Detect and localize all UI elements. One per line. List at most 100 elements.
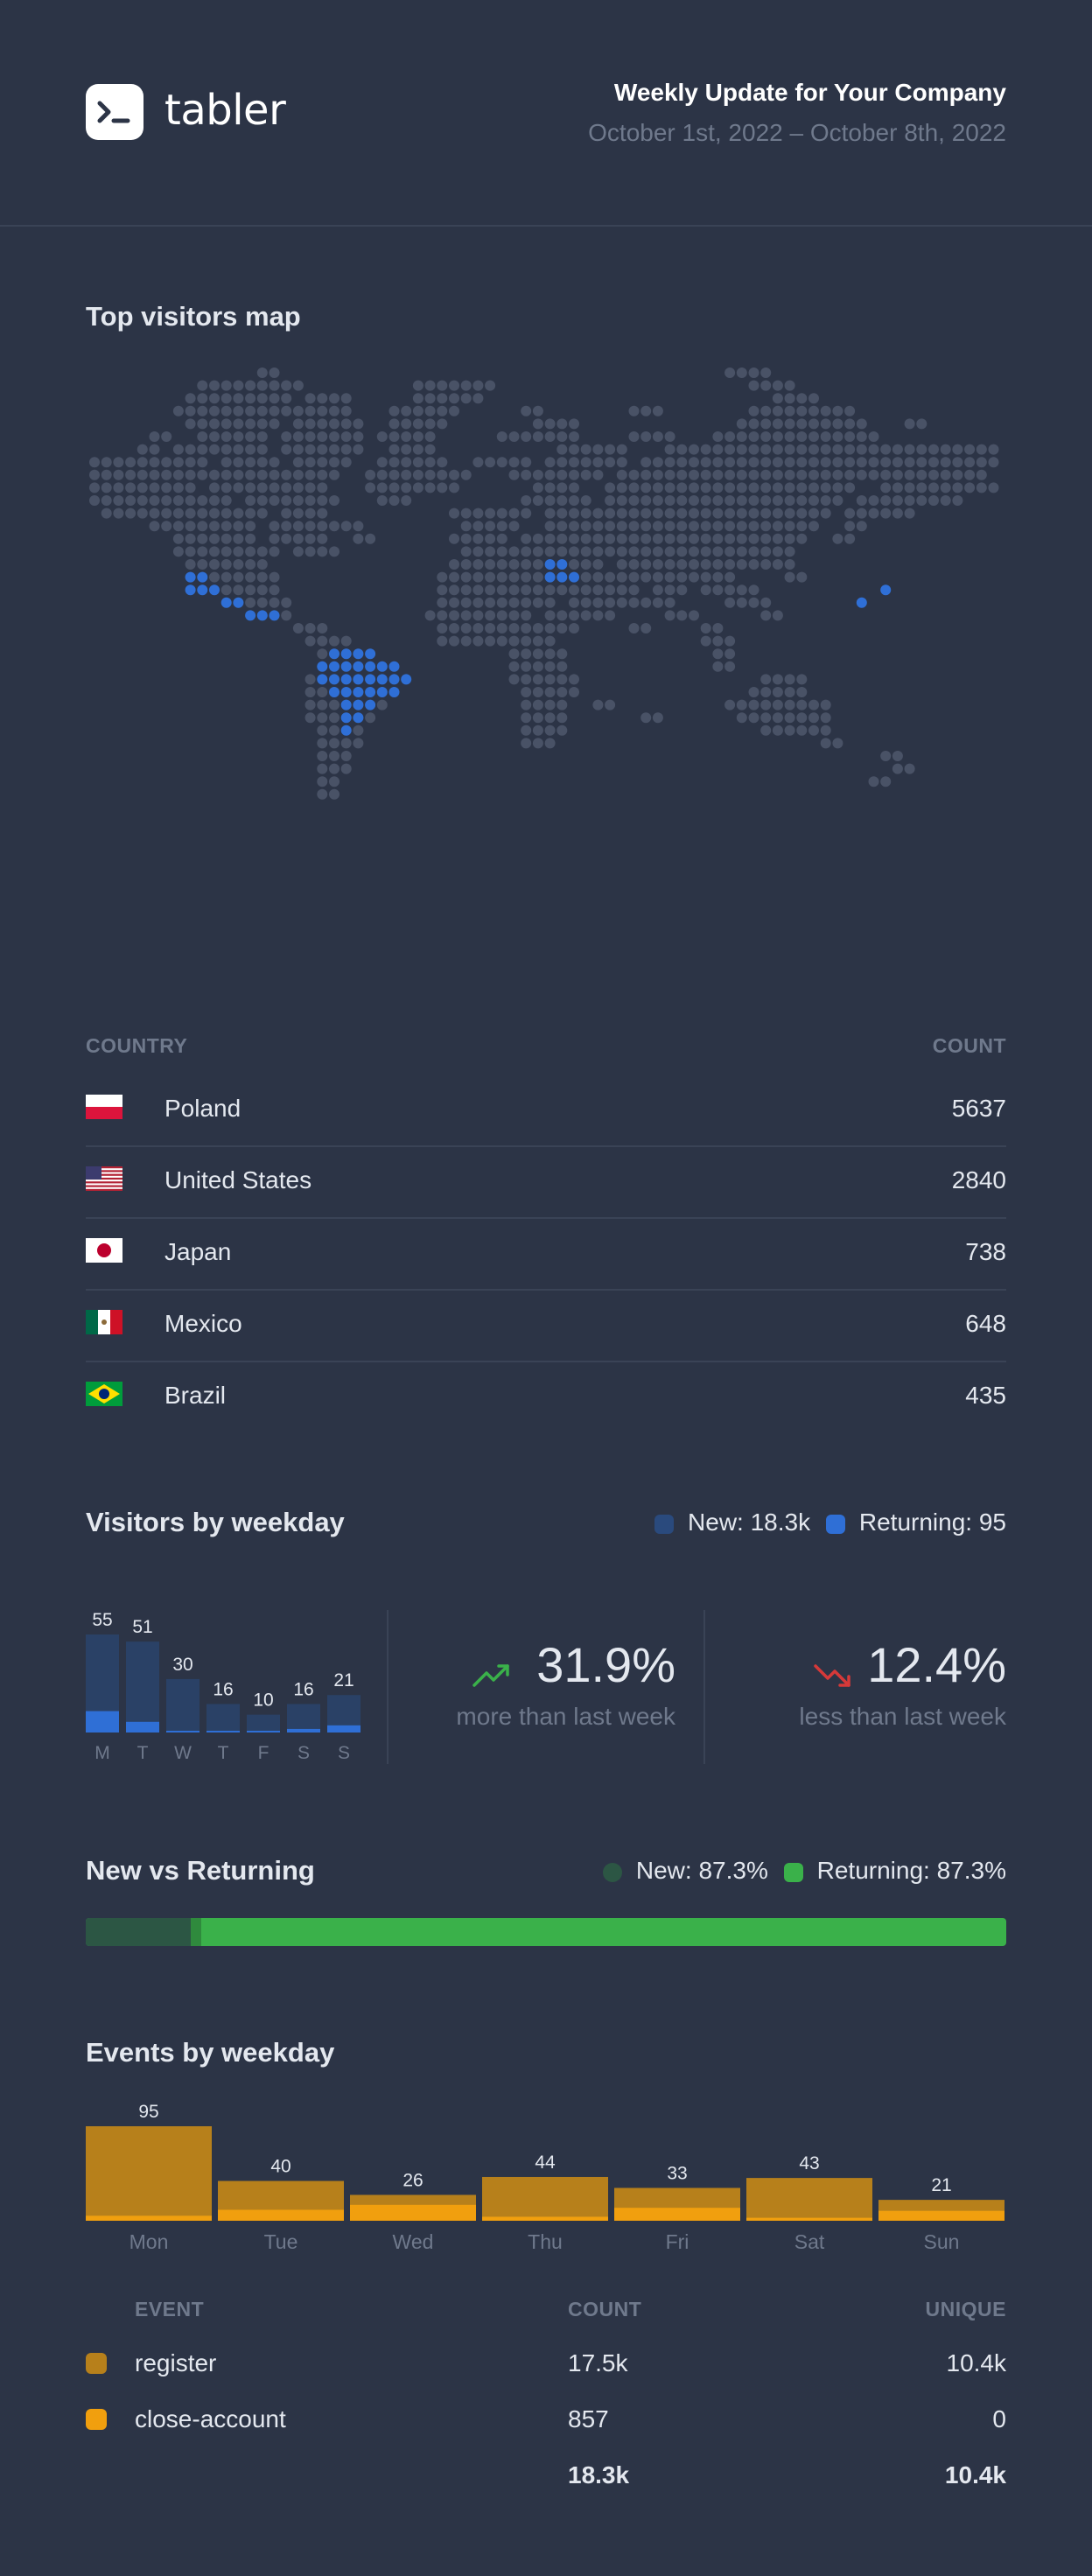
- map-dot: [532, 431, 543, 442]
- map-dot: [772, 469, 783, 480]
- map-dot: [569, 482, 579, 494]
- events-bar-register: [86, 2126, 212, 2221]
- map-dot: [496, 584, 508, 596]
- map-dot: [460, 533, 472, 544]
- visitors-bar-returning: [86, 1711, 119, 1732]
- map-dot: [748, 457, 760, 468]
- map-dot: [521, 431, 532, 442]
- events-bar-value-label: 33: [667, 2163, 687, 2183]
- map-dot: [233, 444, 244, 455]
- map-dot: [269, 418, 280, 430]
- map-dot-highlight: [245, 610, 256, 621]
- map-dot-highlight: [353, 648, 364, 660]
- map-dot: [796, 431, 808, 442]
- map-dot-highlight: [340, 648, 352, 660]
- map-dot: [652, 559, 663, 570]
- map-dot: [844, 508, 856, 519]
- map-dot: [521, 712, 532, 724]
- map-dot: [689, 571, 699, 583]
- map-dot: [605, 482, 616, 494]
- map-dot: [556, 699, 568, 710]
- map-dot: [556, 623, 568, 634]
- map-dot: [796, 724, 808, 736]
- map-dot: [424, 482, 436, 494]
- map-dot: [521, 546, 532, 557]
- map-dot: [605, 597, 616, 608]
- map-dot: [868, 431, 879, 442]
- events-bar-value-label: 44: [535, 2152, 556, 2173]
- map-dot: [556, 431, 568, 442]
- map-dot: [532, 405, 543, 416]
- map-dot: [269, 546, 280, 557]
- event-unique: 0: [992, 2405, 1006, 2432]
- map-dot: [220, 584, 232, 596]
- map-dot: [281, 495, 292, 506]
- map-dot: [760, 444, 772, 455]
- map-dot: [485, 457, 496, 468]
- map-dot: [748, 712, 760, 724]
- map-dot: [796, 495, 808, 506]
- map-dot: [605, 444, 616, 455]
- events-tick-label: Thu: [528, 2230, 563, 2253]
- map-dot: [592, 584, 604, 596]
- map-dot: [748, 431, 760, 442]
- map-dot: [976, 457, 987, 468]
- map-dot: [353, 533, 364, 544]
- map-dot: [317, 508, 328, 519]
- map-dot: [353, 431, 364, 442]
- map-dot: [556, 661, 568, 672]
- map-dot: [340, 405, 352, 416]
- map-dot: [796, 393, 808, 404]
- map-dot: [689, 610, 699, 621]
- map-dot: [521, 623, 532, 634]
- map-dot: [485, 380, 496, 391]
- map-dot: [628, 533, 640, 544]
- map-dot: [233, 380, 244, 391]
- map-dot: [784, 418, 795, 430]
- map-dot: [784, 546, 795, 557]
- map-dot: [353, 738, 364, 749]
- map-dot: [317, 444, 328, 455]
- map-dot: [760, 508, 772, 519]
- map-dot: [880, 776, 892, 788]
- map-dot: [712, 635, 724, 647]
- map-dot: [748, 584, 760, 596]
- map-dot: [832, 418, 844, 430]
- map-dot: [401, 495, 412, 506]
- report-title: Weekly Update for Your Company: [613, 79, 1006, 106]
- map-dot: [317, 482, 328, 494]
- logo-text: tabler: [164, 86, 286, 135]
- map-dot-highlight: [209, 584, 220, 596]
- map-dot: [592, 699, 604, 710]
- map-dot: [460, 610, 472, 621]
- map-dot: [940, 444, 951, 455]
- map-dot: [521, 495, 532, 506]
- map-dot: [449, 610, 459, 621]
- map-dot: [772, 457, 783, 468]
- map-dot: [544, 712, 556, 724]
- map-dot: [916, 457, 928, 468]
- map-dot: [916, 469, 928, 480]
- map-dot: [605, 546, 616, 557]
- map-dot: [401, 405, 412, 416]
- map-dot: [460, 521, 472, 532]
- map-dot: [544, 431, 556, 442]
- map-dot: [868, 508, 879, 519]
- map-dot: [628, 546, 640, 557]
- map-dot: [245, 431, 256, 442]
- map-dot: [724, 533, 736, 544]
- map-dot: [808, 405, 819, 416]
- map-dot-highlight: [353, 674, 364, 685]
- map-dot: [532, 699, 543, 710]
- map-dot: [832, 444, 844, 455]
- map-dot: [281, 521, 292, 532]
- map-dot: [508, 559, 520, 570]
- map-dot: [256, 482, 268, 494]
- map-dot: [724, 431, 736, 442]
- map-dot: [808, 457, 819, 468]
- map-dot: [256, 380, 268, 391]
- map-dot: [532, 623, 543, 634]
- map-dot: [353, 521, 364, 532]
- map-dot: [640, 495, 652, 506]
- map-dot: [880, 495, 892, 506]
